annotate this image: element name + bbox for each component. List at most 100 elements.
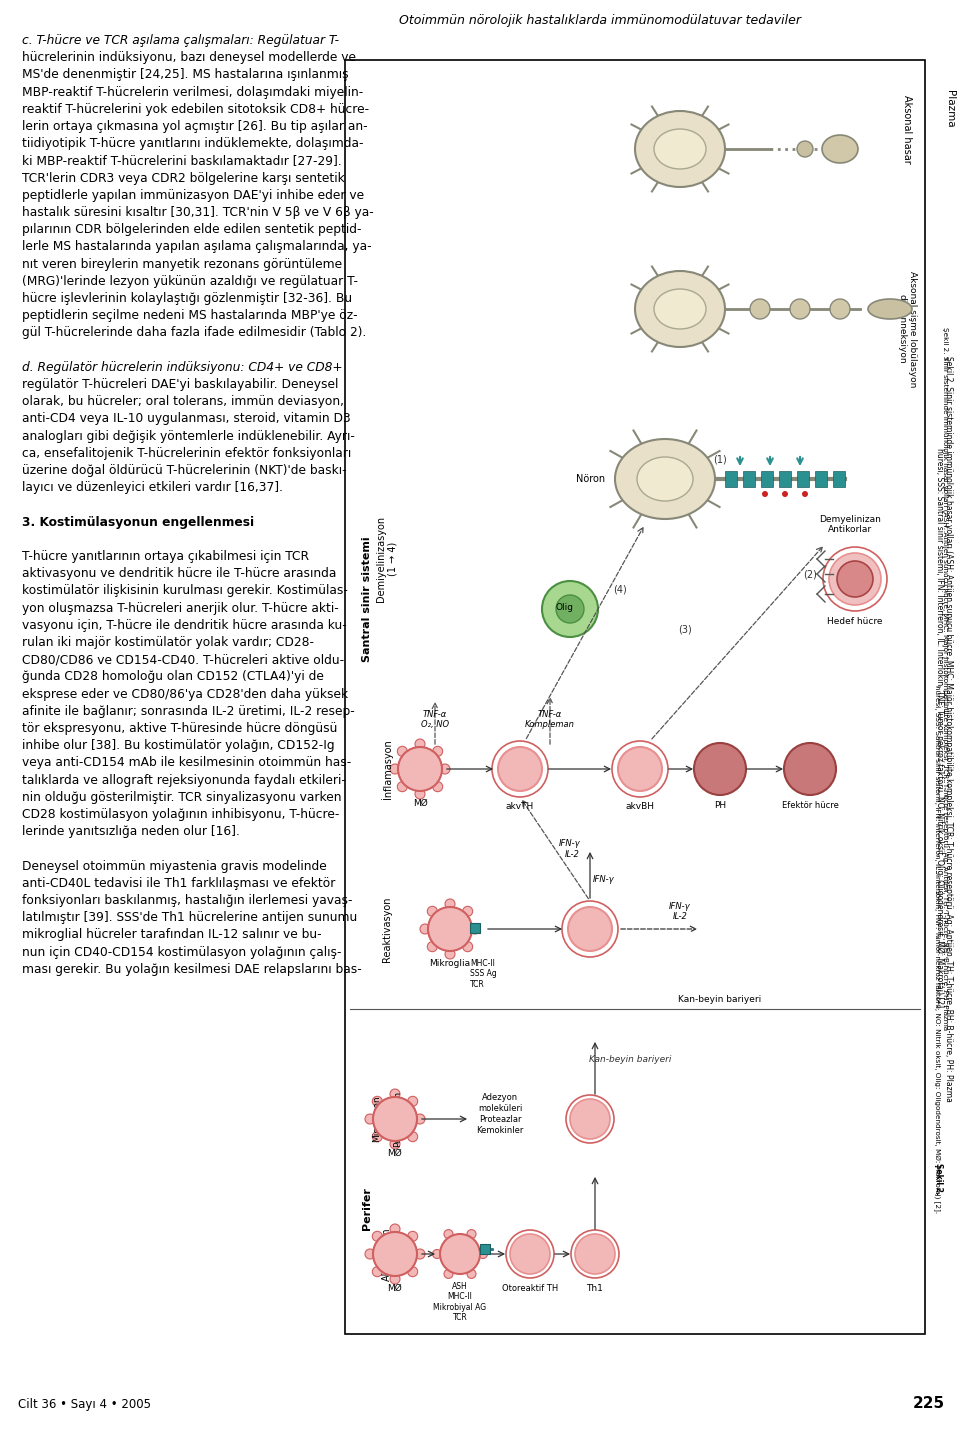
Circle shape xyxy=(415,789,425,799)
Text: hüresi, SSS: Santral sinir sistemi, IFN: Interferon, IL: Interlökin, TNF: Tümör : hüresi, SSS: Santral sinir sistemi, IFN:… xyxy=(935,449,945,1010)
Text: PH: PH xyxy=(714,802,726,810)
Circle shape xyxy=(575,1235,615,1275)
Text: CD28 kostimülasyon yolağının inhibisyonu, T-hücre-: CD28 kostimülasyon yolağının inhibisyonu… xyxy=(22,807,340,822)
Circle shape xyxy=(390,1275,400,1285)
Text: Olig: Olig xyxy=(556,603,574,612)
Circle shape xyxy=(427,906,438,916)
Circle shape xyxy=(408,1232,418,1242)
Text: Kan-beyin bariyeri: Kan-beyin bariyeri xyxy=(679,995,761,1005)
Circle shape xyxy=(415,1249,425,1259)
Bar xyxy=(833,472,845,487)
Text: reaktif T-hücrelerini yok edebilen sitotoksik CD8+ hücre-: reaktif T-hücrelerini yok edebilen sitot… xyxy=(22,103,370,116)
Circle shape xyxy=(510,1235,550,1275)
Circle shape xyxy=(478,1249,488,1259)
Text: tiidiyotipik T-hücre yanıtlarını indüklemekte, dolaşımda-: tiidiyotipik T-hücre yanıtlarını indükle… xyxy=(22,137,364,150)
Circle shape xyxy=(571,1230,619,1278)
Text: Otoreaktif TH: Otoreaktif TH xyxy=(502,1285,558,1293)
Text: talıklarda ve allograft rejeksiyonunda faydalı etkileri-: talıklarda ve allograft rejeksiyonunda f… xyxy=(22,773,346,786)
Text: peptidlerle yapılan immünizasyon DAE'yi inhibe eder ve: peptidlerle yapılan immünizasyon DAE'yi … xyxy=(22,189,364,201)
Circle shape xyxy=(823,547,887,612)
Circle shape xyxy=(830,299,850,319)
Text: T-hücre yanıtlarının ortaya çıkabilmesi için TCR: T-hücre yanıtlarının ortaya çıkabilmesi … xyxy=(22,550,309,563)
Circle shape xyxy=(428,907,472,952)
Circle shape xyxy=(408,1266,418,1276)
Bar xyxy=(345,60,925,1335)
Text: akvBH: akvBH xyxy=(626,802,655,812)
Circle shape xyxy=(750,299,770,319)
Circle shape xyxy=(445,949,455,959)
Text: nin olduğu gösterilmiştir. TCR sinyalizasyonu varken: nin olduğu gösterilmiştir. TCR sinyaliza… xyxy=(22,790,342,803)
Circle shape xyxy=(390,1089,400,1099)
Text: nıt veren bireylerin manyetik rezonans görüntüleme: nıt veren bireylerin manyetik rezonans g… xyxy=(22,257,342,270)
Text: (2): (2) xyxy=(804,569,817,579)
Text: hüresi, SSS: Santral sinir sistemi, IFN: Interferon, IL: Interlökin, TNF: Tümör : hüresi, SSS: Santral sinir sistemi, IFN:… xyxy=(933,684,941,1213)
Text: veya anti-CD154 mAb ile kesilmesinin otoimmün has-: veya anti-CD154 mAb ile kesilmesinin oto… xyxy=(22,756,351,769)
Text: Şekil 2. Sinir sisteminde immünolojik hasar yolları (ASH: Antijen sunucu hücre, : Şekil 2. Sinir sisteminde immünolojik ha… xyxy=(942,327,948,1030)
Text: IFN-γ
IL-2: IFN-γ IL-2 xyxy=(669,902,691,922)
Text: MØ: MØ xyxy=(413,799,427,807)
Text: IFN-γ: IFN-γ xyxy=(593,875,614,883)
Circle shape xyxy=(784,743,836,795)
Text: MBP-reaktif T-hücrelerin verilmesi, dolaşımdaki miyelin-: MBP-reaktif T-hücrelerin verilmesi, dola… xyxy=(22,86,363,99)
Text: ması gerekir. Bu yolağın kesilmesi DAE relapslarını bas-: ması gerekir. Bu yolağın kesilmesi DAE r… xyxy=(22,963,362,976)
Text: anti-CD40L tedavisi ile Th1 farklılaşması ve efektör: anti-CD40L tedavisi ile Th1 farklılaşmas… xyxy=(22,877,335,890)
Text: Efektör hücre: Efektör hücre xyxy=(781,802,838,810)
Text: Demiyelinizasyon
(1 → 4): Demiyelinizasyon (1 → 4) xyxy=(376,516,397,602)
Text: Otoimmün nörolojik hastalıklarda immünomodülatuvar tedaviler: Otoimmün nörolojik hastalıklarda immünom… xyxy=(399,14,801,27)
Text: rulan iki majör kostimülatör yolak vardır; CD28-: rulan iki majör kostimülatör yolak vardı… xyxy=(22,636,314,649)
Circle shape xyxy=(562,902,618,957)
Bar xyxy=(743,472,755,487)
Circle shape xyxy=(498,747,542,792)
Text: Demyelinizan
Antikorlar: Demyelinizan Antikorlar xyxy=(819,514,881,534)
Ellipse shape xyxy=(635,111,725,187)
Text: lerin ortaya çıkmasına yol açmıştır [26]. Bu tip aşılar an-: lerin ortaya çıkmasına yol açmıştır [26]… xyxy=(22,120,368,133)
Text: Reaktivasyon: Reaktivasyon xyxy=(382,896,392,962)
Text: TCR'lerin CDR3 veya CDR2 bölgelerine karşı sentetik: TCR'lerin CDR3 veya CDR2 bölgelerine kar… xyxy=(22,171,345,184)
Circle shape xyxy=(762,492,768,497)
Circle shape xyxy=(390,765,400,775)
Text: TNF-α
O₂, NO: TNF-α O₂, NO xyxy=(420,710,449,729)
Text: ki MBP-reaktif T-hücrelerini baskılamaktadır [27-29].: ki MBP-reaktif T-hücrelerini baskılamakt… xyxy=(22,154,342,167)
Circle shape xyxy=(397,746,407,756)
Text: Plazma: Plazma xyxy=(945,90,955,127)
Text: Cilt 36 • Sayı 4 • 2005: Cilt 36 • Sayı 4 • 2005 xyxy=(18,1398,151,1410)
Text: yon oluşmazsa T-hücreleri anerjik olur. T-hücre akti-: yon oluşmazsa T-hücreleri anerjik olur. … xyxy=(22,602,339,614)
Circle shape xyxy=(433,1249,442,1259)
Text: Deneysel otoimmün miyastenia gravis modelinde: Deneysel otoimmün miyastenia gravis mode… xyxy=(22,860,326,873)
Text: peptidlerin seçilme nedeni MS hastalarında MBP'ye öz-: peptidlerin seçilme nedeni MS hastaların… xyxy=(22,309,358,322)
Circle shape xyxy=(373,1232,417,1276)
Circle shape xyxy=(566,1095,614,1143)
Circle shape xyxy=(570,1099,610,1139)
Text: Şekil 2.: Şekil 2. xyxy=(933,1163,943,1195)
Circle shape xyxy=(420,925,430,935)
Circle shape xyxy=(372,1132,382,1142)
Circle shape xyxy=(427,942,438,952)
Circle shape xyxy=(542,582,598,637)
Text: 3. Kostimülasyonun engellenmesi: 3. Kostimülasyonun engellenmesi xyxy=(22,516,254,529)
Circle shape xyxy=(467,1269,476,1279)
Circle shape xyxy=(415,739,425,749)
Text: tör ekspresyonu, aktive T-hüresinde hücre döngüsü: tör ekspresyonu, aktive T-hüresinde hücr… xyxy=(22,722,337,735)
Ellipse shape xyxy=(822,134,858,163)
Text: latılmıştır [39]. SSS'de Th1 hücrelerine antijen sunumu: latılmıştır [39]. SSS'de Th1 hücrelerine… xyxy=(22,912,357,925)
Circle shape xyxy=(444,1269,453,1279)
Text: akvTH: akvTH xyxy=(506,802,534,812)
Text: Kan-beyin bariyeri: Kan-beyin bariyeri xyxy=(588,1055,671,1063)
Text: pılarının CDR bölgelerinden elde edilen sentetik peptid-: pılarının CDR bölgelerinden elde edilen … xyxy=(22,223,362,236)
Text: vasyonu için, T-hücre ile dendritik hücre arasında ku-: vasyonu için, T-hücre ile dendritik hücr… xyxy=(22,619,347,632)
Text: d. Regülatör hücrelerin indüksiyonu: CD4+ ve CD8+: d. Regülatör hücrelerin indüksiyonu: CD4… xyxy=(22,360,343,374)
Text: inhibe olur [38]. Bu kostimülatör yolağın, CD152-Ig: inhibe olur [38]. Bu kostimülatör yolağı… xyxy=(22,739,335,752)
Circle shape xyxy=(440,765,450,775)
Text: İnflamasyon: İnflamasyon xyxy=(381,739,393,799)
Text: TNF-α
Kompleman: TNF-α Kompleman xyxy=(525,710,575,729)
Text: Mikroglia: Mikroglia xyxy=(429,959,470,967)
Circle shape xyxy=(373,1097,417,1140)
Text: ğunda CD28 homoloğu olan CD152 (CTLA4)'yi de: ğunda CD28 homoloğu olan CD152 (CTLA4)'y… xyxy=(22,670,324,683)
Bar xyxy=(797,472,809,487)
Circle shape xyxy=(802,492,808,497)
Circle shape xyxy=(365,1115,375,1125)
Text: Aksonal şişme lobülasyon
diskonneksiyon: Aksonal şişme lobülasyon diskonneksiyon xyxy=(898,272,917,387)
Text: MØ: MØ xyxy=(388,1285,402,1293)
Text: MS'de denenmiştir [24,25]. MS hastalarına ışınlanmış: MS'de denenmiştir [24,25]. MS hastaların… xyxy=(22,69,348,81)
Circle shape xyxy=(790,299,810,319)
